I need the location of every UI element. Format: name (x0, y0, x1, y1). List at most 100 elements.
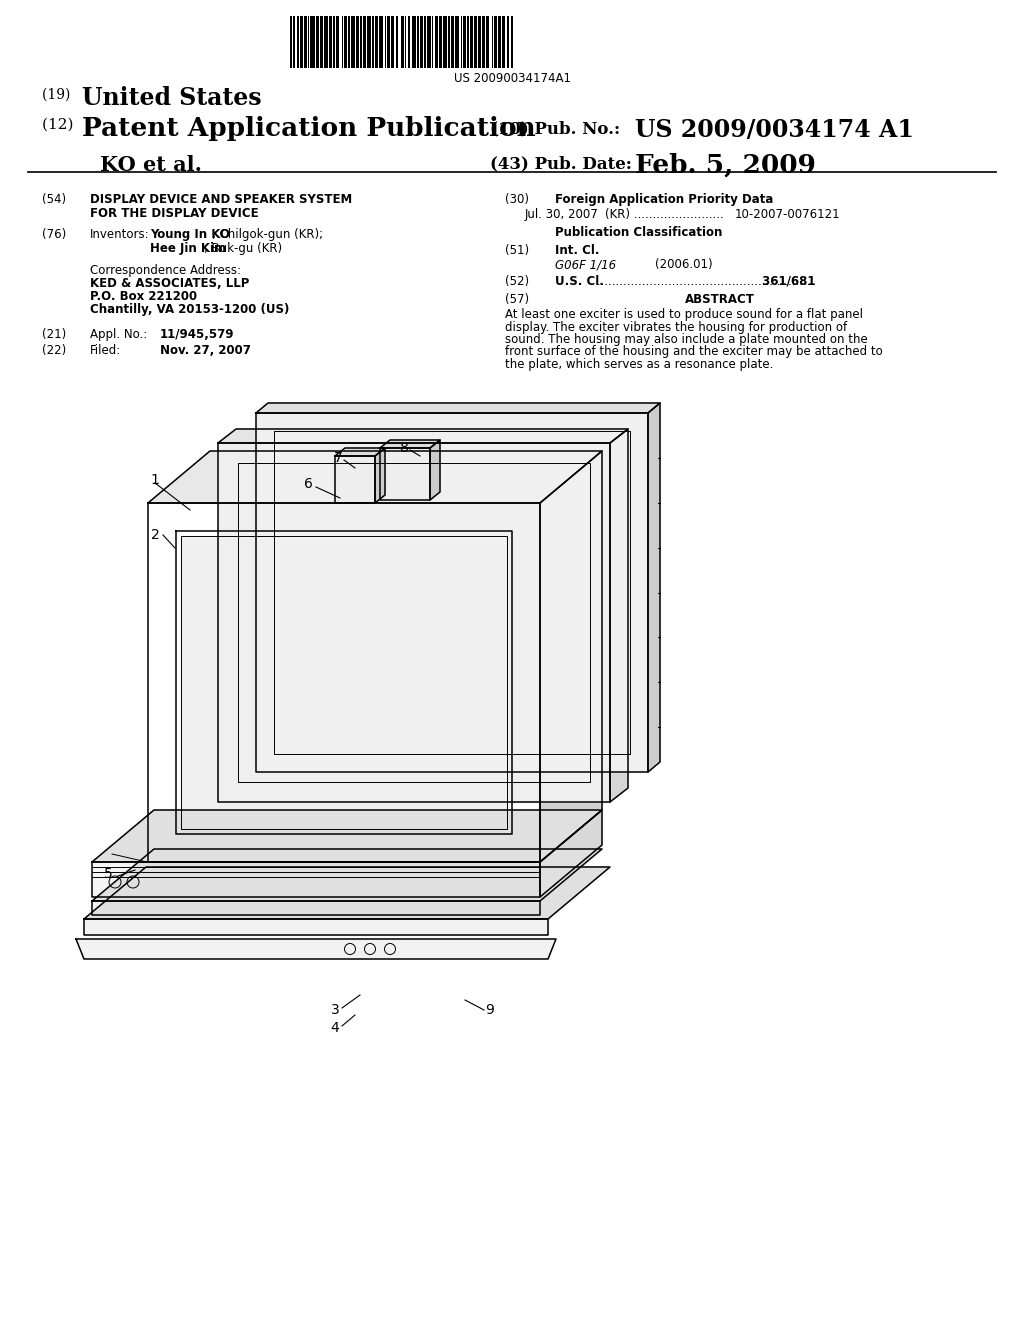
Bar (339, 16, 342, 69)
Text: Patent Application Publication: Patent Application Publication (82, 116, 536, 141)
Text: 7: 7 (334, 451, 342, 465)
Text: Hee Jin Kim: Hee Jin Kim (150, 242, 226, 255)
Text: (12): (12) (42, 117, 79, 132)
Polygon shape (256, 413, 648, 772)
Bar (509, 16, 511, 69)
Bar (470, 16, 472, 69)
Text: Feb. 5, 2009: Feb. 5, 2009 (635, 153, 816, 178)
Text: Filed:: Filed: (90, 345, 121, 356)
Bar (410, 16, 412, 69)
Bar (367, 16, 370, 69)
Bar (489, 16, 492, 69)
Bar (300, 16, 303, 69)
Polygon shape (540, 810, 602, 898)
Polygon shape (335, 447, 385, 455)
Text: (52): (52) (505, 275, 529, 288)
Text: At least one exciter is used to produce sound for a flat panel: At least one exciter is used to produce … (505, 308, 863, 321)
Bar (337, 16, 339, 69)
Text: (76): (76) (42, 228, 67, 242)
Text: ..........................................................: ........................................… (593, 275, 814, 288)
Text: display. The exciter vibrates the housing for production of: display. The exciter vibrates the housin… (505, 321, 847, 334)
Text: (54): (54) (42, 193, 67, 206)
Text: US 2009/0034174 A1: US 2009/0034174 A1 (635, 117, 913, 143)
Bar (348, 16, 350, 69)
Text: (51): (51) (505, 244, 529, 257)
Polygon shape (648, 403, 660, 772)
Text: Int. Cl.: Int. Cl. (555, 244, 599, 257)
Bar (456, 16, 459, 69)
Bar (498, 16, 500, 69)
Text: US 20090034174A1: US 20090034174A1 (454, 73, 570, 84)
Bar (402, 16, 404, 69)
Polygon shape (92, 862, 540, 898)
Polygon shape (610, 429, 628, 803)
Text: 10-2007-0076121: 10-2007-0076121 (735, 209, 841, 220)
Text: , Chilgok-gun (KR);: , Chilgok-gun (KR); (212, 228, 324, 242)
Text: 11/945,579: 11/945,579 (160, 327, 234, 341)
Polygon shape (218, 444, 610, 803)
Text: (21): (21) (42, 327, 67, 341)
Polygon shape (92, 902, 540, 915)
Text: (10) Pub. No.:: (10) Pub. No.: (490, 120, 626, 137)
Bar (380, 16, 383, 69)
Text: Correspondence Address:: Correspondence Address: (90, 264, 241, 277)
Text: P.O. Box 221200: P.O. Box 221200 (90, 290, 198, 304)
Bar (443, 16, 446, 69)
Bar (463, 16, 465, 69)
Bar (424, 16, 426, 69)
Text: front surface of the housing and the exciter may be attached to: front surface of the housing and the exc… (505, 346, 883, 359)
Bar (420, 16, 422, 69)
Bar (293, 16, 295, 69)
Bar (312, 16, 315, 69)
Polygon shape (76, 939, 556, 960)
Polygon shape (256, 403, 660, 413)
Bar (394, 16, 396, 69)
Bar (436, 16, 438, 69)
Bar (452, 16, 454, 69)
Text: FOR THE DISPLAY DEVICE: FOR THE DISPLAY DEVICE (90, 207, 259, 220)
Polygon shape (380, 440, 440, 447)
Text: (2006.01): (2006.01) (655, 257, 713, 271)
Polygon shape (92, 810, 602, 862)
Text: 361/681: 361/681 (758, 275, 815, 288)
Bar (352, 16, 355, 69)
Bar (440, 16, 442, 69)
Text: (22): (22) (42, 345, 67, 356)
Bar (474, 16, 477, 69)
Text: Inventors:: Inventors: (90, 228, 150, 242)
Bar (360, 16, 362, 69)
Text: , Buk-gu (KR): , Buk-gu (KR) (204, 242, 283, 255)
Polygon shape (430, 440, 440, 500)
Text: 5: 5 (103, 867, 113, 880)
Bar (505, 16, 507, 69)
Bar (333, 16, 335, 69)
Bar (479, 16, 481, 69)
Bar (297, 16, 299, 69)
Text: (57): (57) (505, 293, 529, 306)
Polygon shape (92, 849, 602, 902)
Bar (417, 16, 419, 69)
Text: 2: 2 (151, 528, 160, 543)
Text: 6: 6 (303, 477, 312, 491)
Text: 1: 1 (151, 473, 160, 487)
Bar (372, 16, 374, 69)
Text: KO et al.: KO et al. (100, 154, 202, 176)
Bar (387, 16, 389, 69)
Bar (459, 16, 461, 69)
Bar (383, 16, 385, 69)
Text: Young In KO: Young In KO (150, 228, 229, 242)
Text: DISPLAY DEVICE AND SPEAKER SYSTEM: DISPLAY DEVICE AND SPEAKER SYSTEM (90, 193, 352, 206)
Bar (502, 16, 505, 69)
Text: G06F 1/16: G06F 1/16 (555, 257, 616, 271)
Bar (449, 16, 450, 69)
Text: 9: 9 (485, 1003, 495, 1016)
Polygon shape (335, 455, 375, 503)
Text: Jul. 30, 2007: Jul. 30, 2007 (525, 209, 599, 220)
Polygon shape (375, 447, 385, 503)
Polygon shape (148, 451, 602, 503)
Text: 4: 4 (331, 1020, 339, 1035)
Bar (345, 16, 347, 69)
Text: (19): (19) (42, 88, 75, 102)
Text: ABSTRACT: ABSTRACT (685, 293, 755, 306)
Text: Foreign Application Priority Data: Foreign Application Priority Data (555, 193, 773, 206)
